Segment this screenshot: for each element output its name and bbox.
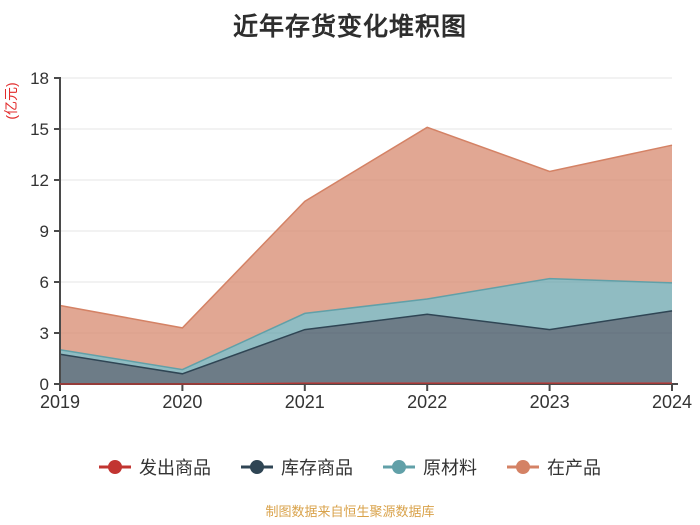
legend-item-0[interactable]: 发出商品: [99, 454, 211, 480]
legend-label: 发出商品: [139, 458, 211, 478]
chart-canvas: 0 3 6 9 12 15 18 2019 2020 2021 2022 2023 2024: [30, 69, 692, 412]
y-tick-label-3: 3: [40, 324, 49, 343]
area-series-1[interactable]: [60, 310, 672, 384]
x-tick-label-2021: 2021: [285, 392, 325, 412]
y-tick-label-15: 15: [30, 120, 49, 139]
x-tick-label-2019: 2019: [40, 392, 80, 412]
legend: 发出商品 库存商品 原材料 在产品: [0, 450, 700, 484]
line-series-3: [59, 126, 673, 329]
legend-marker-dot: [108, 460, 122, 474]
legend-label: 原材料: [423, 458, 477, 478]
legend-label: 库存商品: [281, 458, 353, 478]
legend-item-1[interactable]: 库存商品: [241, 454, 353, 480]
chart-title: 近年存货变化堆积图: [232, 13, 467, 41]
x-tick-label-2024: 2024: [652, 392, 692, 412]
legend-marker-dot: [250, 460, 264, 474]
legend-marker-icon: [507, 460, 539, 474]
line-series-2: [59, 277, 673, 371]
line-series-0: [60, 382, 672, 385]
legend-marker-dot: [392, 460, 406, 474]
area-series-3[interactable]: [60, 127, 672, 370]
data-source-note: 制图数据来自恒生聚源数据库: [265, 504, 435, 519]
legend-label: 在产品: [547, 458, 601, 478]
y-tick-label-12: 12: [30, 171, 49, 190]
legend-marker-icon: [99, 460, 131, 474]
line-series-1: [59, 310, 673, 375]
y-tick-label-9: 9: [40, 222, 49, 241]
x-tick-label-2020: 2020: [162, 392, 202, 412]
y-axis-unit-label: (亿元): [3, 82, 19, 120]
legend-marker-icon: [241, 460, 273, 474]
y-tick-label-6: 6: [40, 273, 49, 292]
area-series-2[interactable]: [60, 278, 672, 374]
x-tick-label-2022: 2022: [407, 392, 447, 412]
legend-item-2[interactable]: 原材料: [383, 454, 477, 480]
legend-item-3[interactable]: 在产品: [507, 454, 601, 480]
legend-marker-dot: [516, 460, 530, 474]
x-tick-label-2023: 2023: [530, 392, 570, 412]
y-tick-label-0: 0: [40, 375, 49, 394]
legend-marker-icon: [383, 460, 415, 474]
y-tick-label-18: 18: [30, 69, 49, 88]
